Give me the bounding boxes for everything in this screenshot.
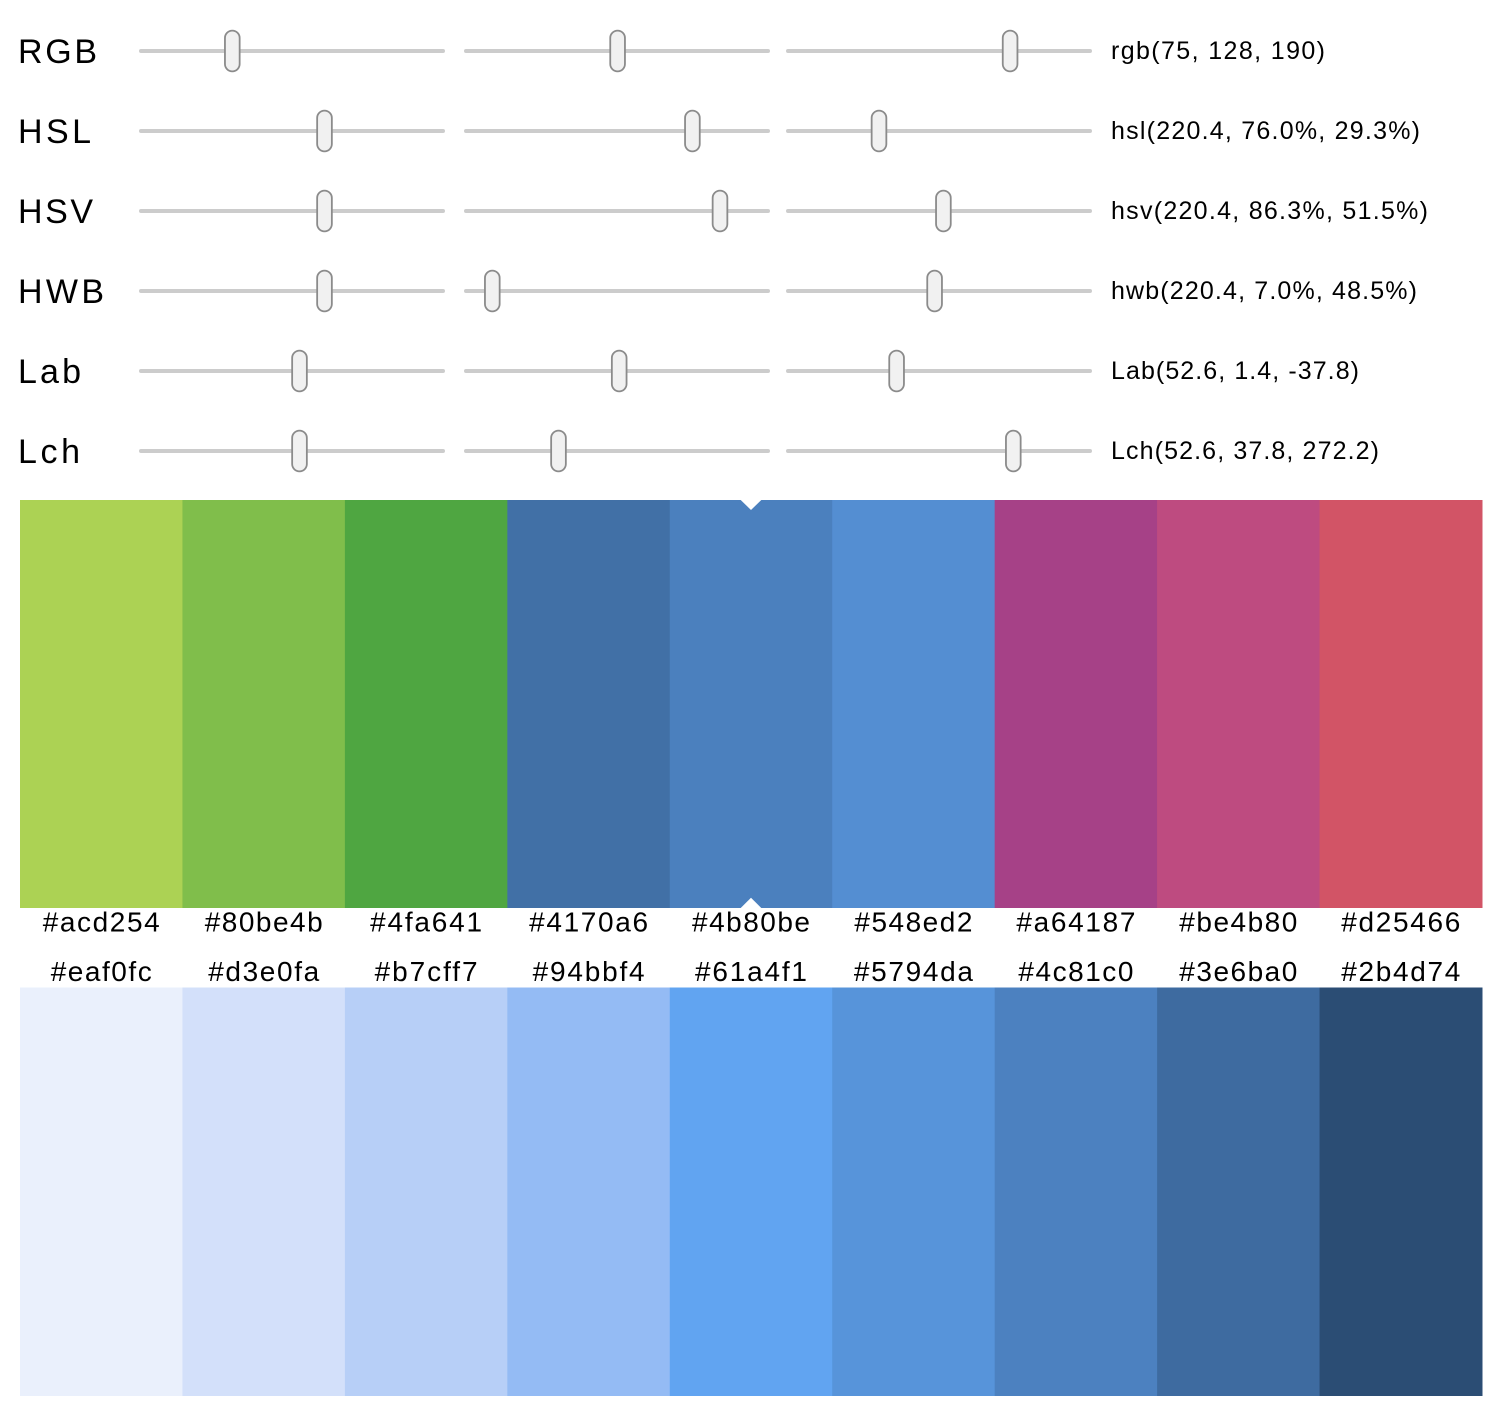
svg-text:#2b4d74: #2b4d74 bbox=[1341, 956, 1460, 987]
svg-text:hwb(220.4, 7.0%, 48.5%): hwb(220.4, 7.0%, 48.5%) bbox=[1111, 277, 1417, 305]
svg-text:HSL: HSL bbox=[18, 113, 91, 151]
svg-text:#94bbf4: #94bbf4 bbox=[533, 956, 645, 987]
svg-text:Lab: Lab bbox=[18, 353, 81, 391]
svg-text:HSV: HSV bbox=[18, 193, 93, 231]
svg-text:#548ed2: #548ed2 bbox=[854, 907, 972, 938]
svg-text:#4c81c0: #4c81c0 bbox=[1018, 956, 1133, 987]
svg-text:rgb(75, 128, 190): rgb(75, 128, 190) bbox=[1111, 37, 1325, 65]
svg-text:#be4b80: #be4b80 bbox=[1179, 907, 1297, 938]
svg-text:Lch: Lch bbox=[18, 433, 80, 471]
svg-text:#80be4b: #80be4b bbox=[205, 907, 323, 938]
svg-text:#acd254: #acd254 bbox=[43, 907, 160, 938]
svg-text:#d25466: #d25466 bbox=[1341, 907, 1460, 938]
svg-text:HWB: HWB bbox=[18, 273, 104, 311]
svg-text:#4b80be: #4b80be bbox=[692, 907, 810, 938]
svg-text:#5794da: #5794da bbox=[854, 956, 973, 987]
svg-text:#a64187: #a64187 bbox=[1016, 907, 1135, 938]
svg-text:Lab(52.6, 1.4, -37.8): Lab(52.6, 1.4, -37.8) bbox=[1111, 357, 1359, 385]
svg-text:RGB: RGB bbox=[18, 33, 97, 71]
svg-text:#4170a6: #4170a6 bbox=[529, 907, 648, 938]
svg-text:Lch(52.6, 37.8, 272.2): Lch(52.6, 37.8, 272.2) bbox=[1111, 437, 1379, 465]
svg-text:hsl(220.4, 76.0%, 29.3%): hsl(220.4, 76.0%, 29.3%) bbox=[1111, 117, 1420, 145]
svg-text:#61a4f1: #61a4f1 bbox=[695, 956, 807, 987]
svg-text:#b7cff7: #b7cff7 bbox=[375, 956, 478, 987]
svg-text:#4fa641: #4fa641 bbox=[370, 907, 482, 938]
svg-text:#d3e0fa: #d3e0fa bbox=[208, 956, 319, 987]
svg-text:hsv(220.4, 86.3%, 51.5%): hsv(220.4, 86.3%, 51.5%) bbox=[1111, 197, 1428, 225]
svg-text:#eaf0fc: #eaf0fc bbox=[51, 956, 152, 987]
svg-text:#3e6ba0: #3e6ba0 bbox=[1179, 956, 1297, 987]
